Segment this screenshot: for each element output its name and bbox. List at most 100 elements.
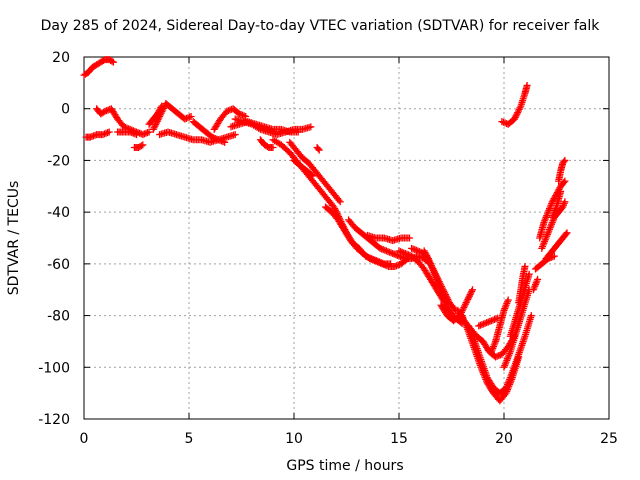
data-point — [534, 275, 542, 283]
data-point — [560, 158, 568, 166]
data-point — [187, 112, 195, 120]
data-point — [523, 81, 531, 89]
data-point — [512, 112, 520, 120]
data-track — [256, 136, 277, 151]
data-point — [462, 299, 470, 307]
data-point — [133, 131, 140, 139]
data-point — [521, 262, 529, 270]
data-point — [153, 117, 161, 125]
plot-frame — [83, 56, 610, 420]
data-track — [437, 286, 476, 325]
data-track — [464, 312, 535, 397]
data-point — [221, 138, 229, 146]
data-point — [461, 302, 469, 310]
data-track — [149, 100, 195, 133]
data-point — [560, 178, 568, 186]
data-point — [255, 124, 263, 132]
y-tick-label: -60 — [47, 257, 70, 273]
y-tick-label: -120 — [38, 412, 70, 428]
data-point — [406, 234, 413, 242]
data-point — [156, 111, 164, 119]
data-track — [548, 187, 565, 221]
data-track — [529, 275, 542, 294]
y-tick-label: -20 — [47, 153, 70, 169]
data-point — [307, 123, 315, 131]
data-point — [160, 104, 168, 112]
y-tick-label: -100 — [38, 360, 70, 376]
data-point — [139, 141, 147, 149]
data-point — [459, 305, 467, 313]
data-track — [498, 81, 531, 128]
data-track — [80, 56, 117, 79]
data-point — [145, 128, 153, 136]
data-point — [468, 287, 476, 295]
y-tick-label: -80 — [47, 309, 70, 325]
data-track — [487, 296, 512, 356]
data-point — [515, 105, 523, 113]
data-point — [525, 270, 533, 278]
data-point — [108, 57, 116, 65]
data-track — [130, 141, 147, 151]
data-point — [151, 122, 159, 130]
data-point — [149, 125, 157, 133]
data-point — [109, 58, 117, 66]
x-axis-label: GPS time / hours — [286, 458, 404, 474]
data-track — [231, 115, 315, 139]
data-point — [137, 142, 145, 150]
data-track — [542, 229, 571, 263]
data-point — [152, 119, 160, 127]
chart-title: Day 285 of 2024, Sidereal Day-to-day VTE… — [40, 18, 600, 34]
data-point — [423, 252, 431, 260]
data-point — [504, 296, 512, 304]
data-track — [286, 138, 344, 206]
data-point — [561, 177, 569, 185]
y-axis-label: SDTVAR / TECUs — [6, 180, 22, 296]
axis-ticks: 0 5 10 15 20 25 20 0 -20 -40 -60 -80 -100 -120 — [38, 50, 618, 447]
data-point — [335, 196, 343, 204]
data-point — [450, 305, 458, 313]
data-track — [364, 231, 413, 245]
x-tick-label: 10 — [285, 431, 303, 447]
x-tick-label: 5 — [185, 431, 194, 447]
data-point — [421, 248, 429, 256]
data-point — [315, 146, 323, 154]
data-point — [441, 296, 449, 304]
data-point — [563, 229, 571, 237]
data-track — [420, 247, 449, 304]
y-tick-label: 20 — [52, 50, 70, 66]
x-tick-label: 25 — [600, 431, 618, 447]
y-tick-label: -40 — [47, 205, 70, 221]
data-track — [114, 128, 140, 139]
x-tick-label: 0 — [80, 431, 89, 447]
data-track — [313, 144, 323, 154]
data-point — [461, 300, 469, 308]
data-point — [150, 124, 158, 132]
data-point — [269, 144, 277, 151]
data-point — [331, 205, 339, 213]
data-point — [464, 295, 472, 303]
x-tick-label: 15 — [390, 431, 408, 447]
data-point — [424, 253, 432, 261]
data-point — [309, 172, 317, 180]
data-point — [155, 114, 163, 122]
data-point — [154, 116, 162, 124]
data-track — [290, 156, 317, 180]
data-point — [422, 250, 430, 258]
data-point — [550, 252, 558, 260]
data-point — [330, 203, 338, 211]
data-track — [475, 314, 502, 330]
data-point — [105, 128, 113, 136]
data-point — [557, 187, 565, 195]
data-point — [231, 131, 239, 139]
data-series — [80, 56, 571, 405]
data-point — [159, 106, 167, 114]
data-point — [516, 104, 524, 112]
data-track — [555, 156, 569, 185]
data-point — [463, 297, 471, 305]
data-point — [514, 109, 522, 117]
data-point — [314, 145, 322, 153]
data-point — [308, 171, 316, 179]
data-track — [536, 177, 569, 242]
data-point — [336, 198, 344, 206]
